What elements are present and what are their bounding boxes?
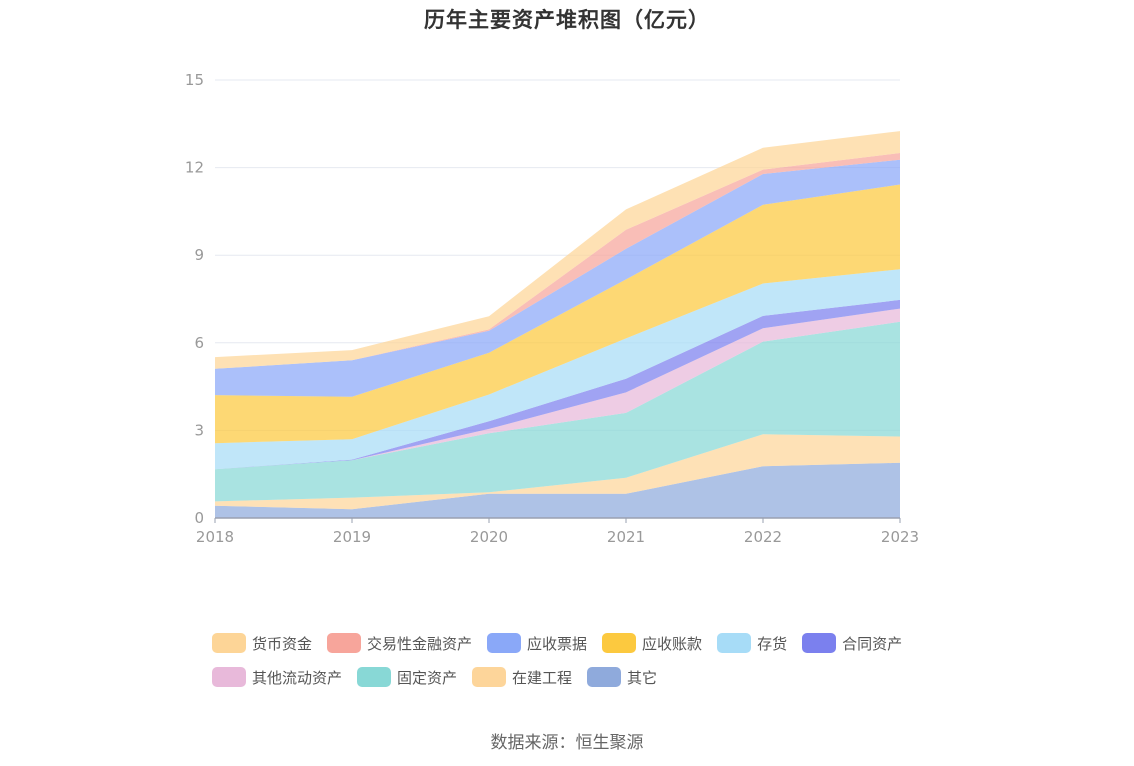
y-tick-label: 15: [185, 71, 204, 89]
area-series-货币资金[interactable]: [215, 131, 900, 369]
legend-swatch: [357, 667, 392, 687]
y-tick-label: 0: [194, 509, 204, 527]
legend-label: 应收账款: [642, 634, 703, 653]
legend-swatch: [472, 667, 507, 687]
legend-label: 应收票据: [527, 634, 588, 653]
legend: 货币资金 交易性金融资产 应收票据 应收账款 存货 合同资产 其他流动资产 固定…: [212, 632, 972, 688]
legend-swatch: [802, 633, 837, 653]
legend-item-固定资产[interactable]: 固定资产: [357, 666, 457, 688]
legend-swatch: [327, 633, 362, 653]
axes: 0 3 6 9 12 15 2018 2019 2020 2021 2022 2023: [185, 71, 919, 546]
legend-item-存货[interactable]: 存货: [717, 632, 787, 654]
area-series-存货[interactable]: [215, 269, 900, 470]
stacked-area-chart: 0 3 6 9 12 15 2018 2019 2020 2021 2022 2023: [185, 71, 919, 546]
area-series-在建工程[interactable]: [215, 434, 900, 510]
area-series-应收账款[interactable]: [215, 184, 900, 444]
legend-label: 存货: [757, 634, 788, 653]
legend-item-其他流动资产[interactable]: 其他流动资产: [212, 666, 342, 688]
x-tick-label: 2021: [607, 528, 645, 546]
y-tick-label: 9: [194, 246, 204, 264]
legend-label: 在建工程: [512, 668, 573, 687]
legend-swatch: [717, 633, 752, 653]
legend-label: 其它: [627, 668, 658, 687]
legend-label: 其他流动资产: [252, 668, 343, 687]
legend-label: 固定资产: [397, 668, 458, 687]
legend-item-应收账款[interactable]: 应收账款: [602, 632, 702, 654]
x-tick-label: 2022: [744, 528, 782, 546]
area-series-合同资产[interactable]: [215, 299, 900, 470]
area-series-应收票据[interactable]: [215, 159, 900, 397]
area-series-固定资产[interactable]: [215, 321, 900, 502]
legend-item-合同资产[interactable]: 合同资产: [802, 632, 902, 654]
legend-label: 交易性金融资产: [367, 634, 473, 653]
area-series-其它[interactable]: [215, 462, 900, 518]
legend-item-在建工程[interactable]: 在建工程: [472, 666, 572, 688]
x-tick-label: 2019: [333, 528, 371, 546]
legend-swatch: [212, 667, 246, 687]
x-tick-label: 2023: [881, 528, 919, 546]
area-series-其他流动资产[interactable]: [215, 308, 900, 470]
legend-label: 货币资金: [252, 634, 313, 653]
legend-swatch: [602, 633, 637, 653]
x-tick-label: 2020: [470, 528, 508, 546]
legend-item-其它[interactable]: 其它: [587, 666, 657, 688]
legend-item-交易性金融资产[interactable]: 交易性金融资产: [327, 632, 472, 654]
x-tick-label: 2018: [196, 528, 234, 546]
chart-title: 历年主要资产堆积图（亿元）: [424, 8, 710, 32]
legend-swatch: [212, 633, 246, 653]
y-tick-label: 6: [194, 334, 204, 352]
legend-swatch: [487, 633, 522, 653]
y-tick-label: 3: [194, 421, 204, 439]
area-series-layer: [215, 131, 900, 518]
legend-label: 合同资产: [842, 634, 903, 653]
source-note: 数据来源：恒生聚源: [490, 733, 644, 753]
legend-item-应收票据[interactable]: 应收票据: [487, 632, 587, 654]
y-tick-label: 12: [185, 159, 204, 177]
legend-swatch: [587, 667, 622, 687]
legend-item-货币资金[interactable]: 货币资金: [212, 632, 312, 654]
